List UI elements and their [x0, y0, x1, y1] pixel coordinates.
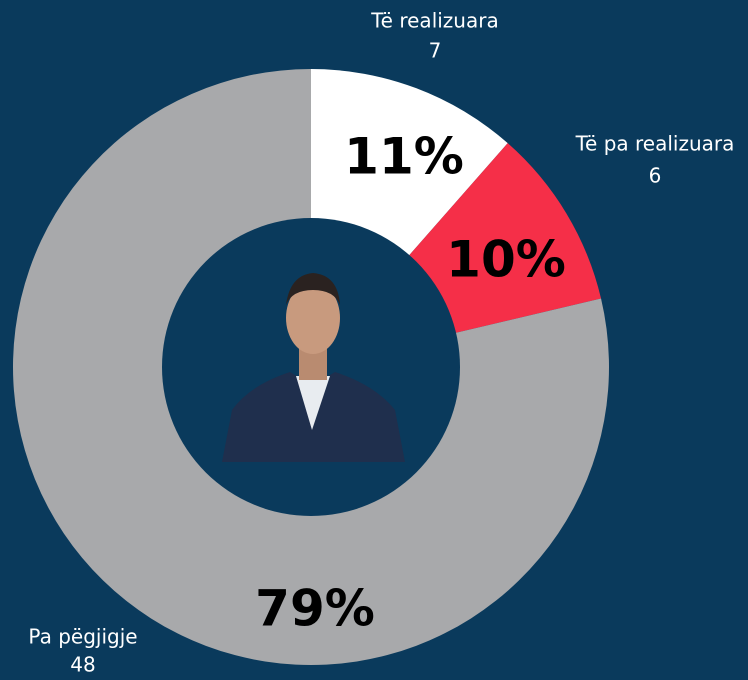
slice-percent: 11%	[344, 128, 464, 186]
slice-count: 7	[429, 39, 442, 63]
slice-percent: 10%	[446, 231, 566, 289]
chart: Të realizuara 7 11% Të pa realizuara 6 10% Pa …	[0, 0, 748, 680]
slice-count: 6	[649, 164, 662, 188]
slice-count: 48	[70, 653, 95, 677]
slice-name: Të pa realizuara	[575, 132, 735, 156]
slice-name: Të realizuara	[370, 9, 498, 33]
slice-percent: 79%	[255, 580, 375, 638]
slice-name: Pa pëgjigje	[28, 625, 137, 649]
